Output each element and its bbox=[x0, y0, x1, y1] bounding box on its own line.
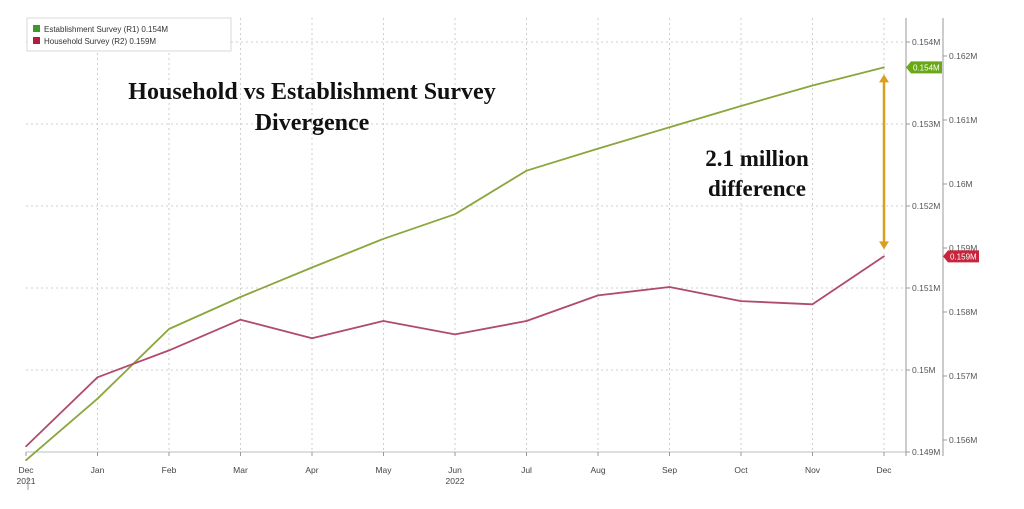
establishment-point bbox=[382, 238, 385, 240]
r1-tick-label: 0.153M bbox=[912, 119, 940, 129]
chart-title: Household vs Establishment Survey Diverge… bbox=[128, 79, 495, 136]
x-tick-label: Nov bbox=[805, 465, 821, 475]
x-tick-label: Oct bbox=[734, 465, 748, 475]
legend-swatch-establishment bbox=[33, 25, 40, 32]
x-tick-label: May bbox=[375, 465, 392, 475]
r2-tick-label: 0.157M bbox=[949, 371, 977, 381]
r2-tick-label: 0.156M bbox=[949, 435, 977, 445]
x-tick-label: Jul bbox=[521, 465, 532, 475]
r1-tick-label: 0.151M bbox=[912, 283, 940, 293]
r2-tick-label: 0.159M bbox=[949, 243, 977, 253]
household-point bbox=[597, 294, 599, 297]
establishment-point bbox=[668, 126, 671, 129]
series-layer bbox=[25, 66, 885, 462]
establishment-point bbox=[597, 147, 599, 150]
x-tick-label: Jun bbox=[448, 465, 462, 475]
annotation-line: difference bbox=[708, 176, 806, 201]
household-point bbox=[311, 337, 313, 340]
x-tick-label: Sep bbox=[662, 465, 677, 475]
x-tick-label: Dec bbox=[18, 465, 34, 475]
legend-label-establishment: Establishment Survey (R1) 0.154M bbox=[44, 25, 168, 34]
difference-arrow bbox=[879, 74, 889, 250]
r2-last-value-badge: 0.159M bbox=[943, 250, 979, 263]
establishment-point bbox=[883, 66, 885, 69]
legend: Establishment Survey (R1) 0.154M Househo… bbox=[26, 17, 232, 52]
establishment-point bbox=[239, 296, 242, 298]
r1-last-value-badge: 0.154M bbox=[906, 61, 942, 74]
x-tick-label: Apr bbox=[305, 465, 318, 475]
r2-tick-label: 0.162M bbox=[949, 51, 977, 61]
household-point bbox=[239, 318, 242, 321]
x-tick-label: Jan bbox=[91, 465, 105, 475]
x-tick-label: Feb bbox=[162, 465, 177, 475]
household-point bbox=[668, 286, 671, 288]
establishment-point bbox=[811, 84, 814, 87]
household-point bbox=[525, 320, 528, 322]
r2-last-value-badge-bg bbox=[943, 250, 979, 263]
x-year-label: 2021 bbox=[17, 476, 36, 486]
household-point bbox=[811, 303, 814, 306]
chart-title-line: Household vs Establishment Survey bbox=[128, 79, 495, 105]
legend-swatch-household bbox=[33, 37, 40, 44]
r1-tick-label: 0.15M bbox=[912, 365, 936, 375]
r1-last-value-badge-label: 0.154M bbox=[913, 63, 940, 72]
household-point bbox=[382, 320, 385, 322]
household-point bbox=[740, 300, 742, 302]
establishment-point bbox=[454, 213, 456, 215]
household-point bbox=[168, 349, 170, 352]
r1-tick-label: 0.154M bbox=[912, 37, 940, 47]
establishment-point bbox=[311, 266, 313, 269]
household-point bbox=[96, 376, 99, 379]
r2-tick-label: 0.161M bbox=[949, 115, 977, 125]
x-tick-label: Dec bbox=[876, 465, 892, 475]
legend-label-household: Household Survey (R2) 0.159M bbox=[44, 37, 156, 46]
difference-annotation: 2.1 million difference bbox=[705, 146, 809, 201]
r2-tick-label: 0.16M bbox=[949, 179, 973, 189]
axis-layer: Dec Jan Feb Mar Apr May Jun Jul Aug Sep Oct Nov Dec2… bbox=[17, 18, 979, 490]
household-point bbox=[883, 255, 885, 258]
household-point bbox=[25, 445, 27, 448]
x-tick-label: Mar bbox=[233, 465, 248, 475]
r1-tick-label: 0.152M bbox=[912, 201, 940, 211]
arrow-head-top bbox=[879, 74, 889, 83]
r1-last-value-badge-bg bbox=[906, 61, 942, 74]
x-tick-label: Aug bbox=[590, 465, 605, 475]
establishment-point bbox=[168, 328, 170, 330]
establishment-point bbox=[525, 169, 528, 172]
chart-title-line: Divergence bbox=[255, 110, 370, 136]
establishment-point bbox=[25, 459, 27, 462]
x-year-label: 2022 bbox=[446, 476, 465, 486]
r2-tick-label: 0.158M bbox=[949, 307, 977, 317]
annotation-line: 2.1 million bbox=[705, 146, 809, 171]
establishment-point bbox=[740, 105, 742, 107]
r1-tick-label: 0.149M bbox=[912, 447, 940, 457]
establishment-point bbox=[96, 397, 99, 400]
arrow-head-bottom bbox=[879, 241, 889, 250]
r2-last-value-badge-label: 0.159M bbox=[950, 252, 977, 261]
household-point bbox=[454, 333, 456, 336]
